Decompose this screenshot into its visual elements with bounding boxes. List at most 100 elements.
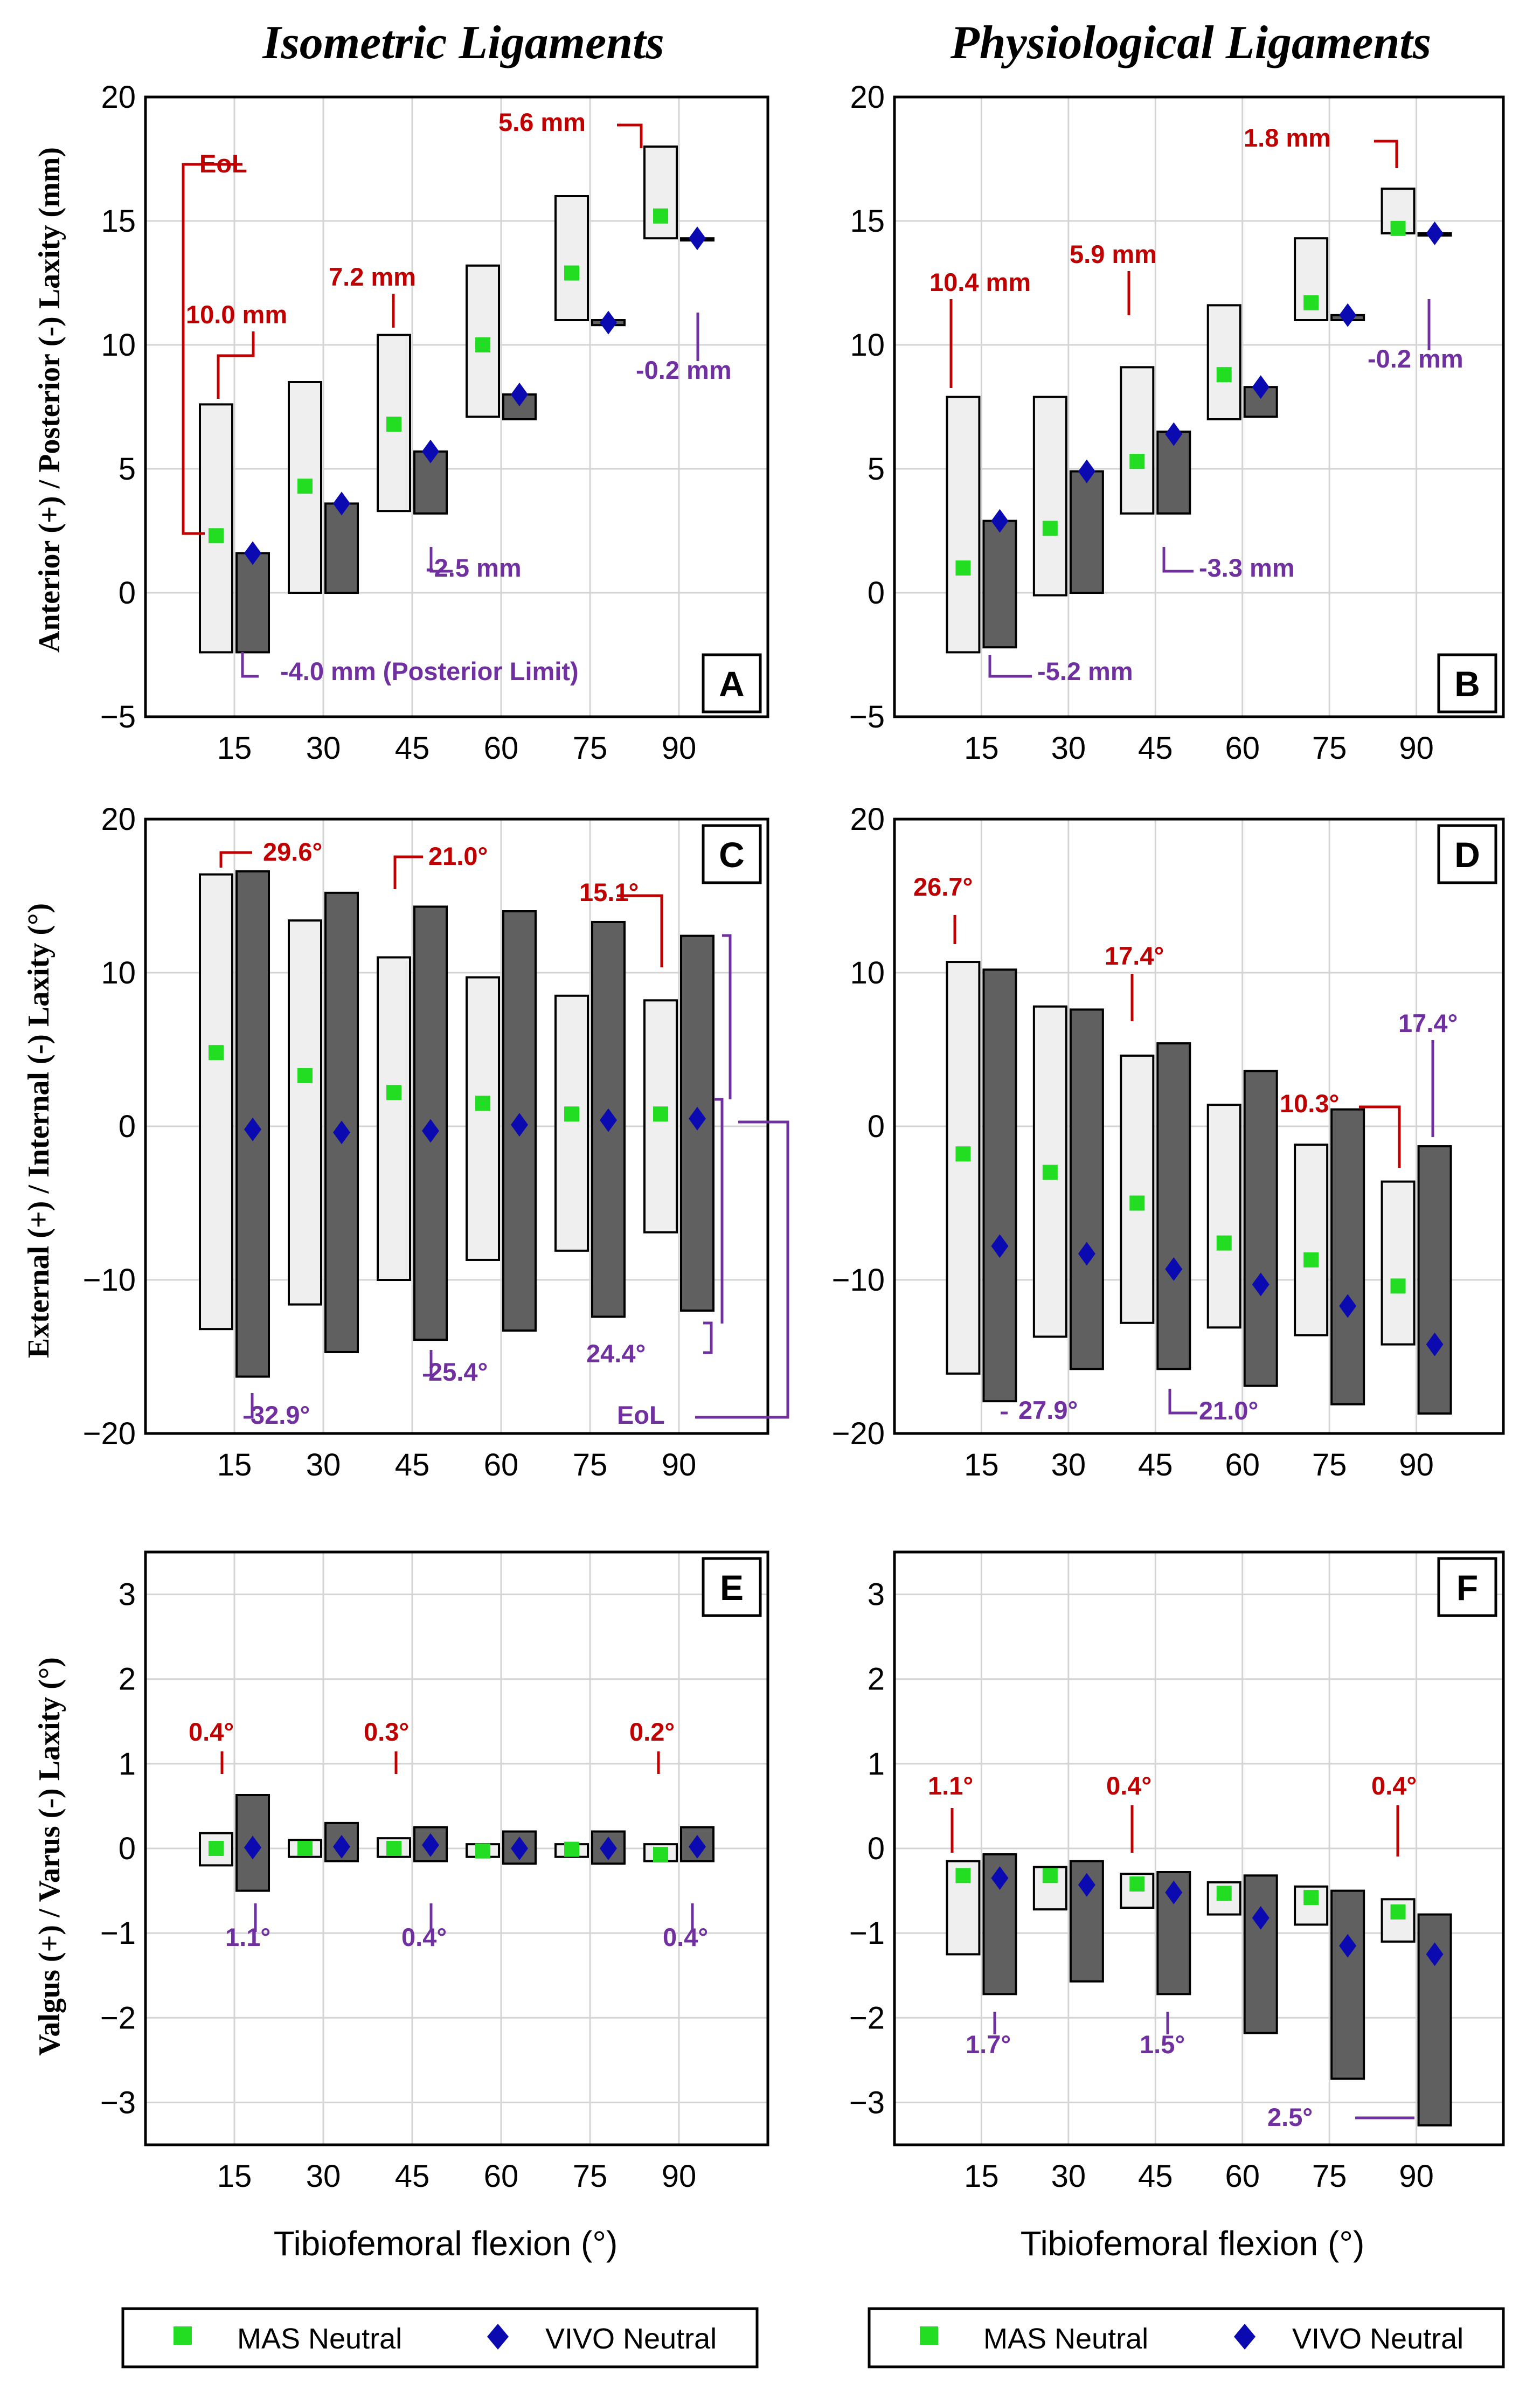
x-tick-label: 75 [1312,2159,1347,2194]
x-tick-label: 75 [573,731,608,766]
mas-range-bar [946,961,981,1375]
x-tick-label: 30 [306,731,341,766]
y-axis-label-row3: Valgus (+) / Varus (-) Laxity (°) [33,1657,66,2056]
vivo-neutral-marker [1252,375,1270,399]
column-title-physiological: Physiological Ligaments [950,17,1431,69]
mas-range-bar [946,396,981,654]
mas-neutral-marker [955,1146,971,1162]
mas-neutral-marker [653,1847,668,1862]
y-tick-label: −1 [849,1916,885,1951]
mas-neutral-marker [564,1841,579,1857]
y-tick-label: 15 [101,204,136,239]
y-tick-label: 0 [868,576,885,611]
vivo-neutral-marker [689,1834,706,1859]
vivo-neutral-marker [1426,1332,1444,1356]
mas-range-bar [1206,1104,1241,1329]
vivo-neutral-marker [511,1113,528,1137]
annotation-label: 24.4° [586,1339,646,1368]
panel-label-box [702,1557,762,1617]
mas-neutral-marker [209,528,224,544]
annotation-label: 1.1° [928,1771,973,1800]
annotation-label: 0.3° [364,1717,409,1746]
annotation-leader [182,163,242,535]
mas-range-bar [1381,1180,1416,1346]
annotation-label: EoL [617,1401,665,1429]
annotation-leader [617,123,643,148]
annotation-label: 32.9° [251,1401,310,1429]
y-tick-label: 0 [119,576,136,611]
panel-a: −5 0 5 10 15 20 15 30 45 60 75 90 A EoL 10.0 mm 7.2 mm 5… [100,80,769,766]
mas-range-bar [1294,237,1329,322]
annotation-leader [1359,1105,1401,1168]
mas-range-bar [199,873,233,1331]
mas-neutral-marker [1303,1252,1319,1267]
annotation-leader [695,1120,789,1419]
axis-frame [144,1550,769,2146]
mas-neutral-marker [955,560,971,576]
annotation-leader [429,547,453,573]
annotation-leader [1162,547,1194,573]
vivo-neutral-marker [1165,1257,1183,1281]
mas-neutral-marker [1390,1278,1406,1294]
y-tick-label: −20 [83,1416,136,1451]
x-tick-label: 75 [573,2159,608,2194]
mas-neutral-marker [1216,1886,1232,1901]
y-tick-label: −10 [832,1263,885,1298]
mas-neutral-marker [209,1045,224,1061]
annotation-label: 0.4° [663,1923,708,1951]
vivo-range-bar [982,968,1017,1403]
annotation-label: 15.1° [579,878,639,906]
x-tick-label: 15 [964,2159,999,2194]
legend-vivo-marker [487,2324,509,2350]
vivo-neutral-marker [689,226,706,251]
x-tick-label: 90 [662,1447,697,1483]
mas-neutral-marker [386,1841,401,1856]
mas-neutral-marker [386,417,401,432]
mas-neutral-marker [1390,220,1406,236]
y-tick-label: 0 [868,1109,885,1144]
x-tick-label: 45 [1138,731,1173,766]
x-tick-label: 45 [395,731,430,766]
y-axis-label-row2: External (+) / Internal (-) Laxity (°) [22,903,56,1358]
x-tick-label: 45 [395,2159,430,2194]
panel-label: D [1454,835,1480,875]
vivo-neutral-marker [1078,1242,1095,1266]
x-axis-label-f: Tibiofemoral flexion (°) [1021,2224,1365,2263]
annotation-leader [1168,1389,1197,1415]
annotation-leader [703,934,732,1354]
vivo-neutral-marker [511,383,528,406]
panel-e: −3 −2 −1 0 1 2 3 15 30 45 60 75 90 E 0.4° 0.3° 0.2° 1.1° 0… [100,1550,769,2194]
panel-label-box [702,653,762,713]
y-tick-label: −2 [849,2000,885,2035]
mas-neutral-marker [1303,1890,1319,1906]
x-axis-label-e: Tibiofemoral flexion (°) [274,2224,618,2263]
vivo-neutral-marker [422,439,439,463]
annotation-label: 29.6° [263,837,322,866]
mas-range-bar [466,976,500,1261]
annotation-label: -0.2 mm [1368,344,1463,373]
annotation-label: 0.4° [189,1717,234,1746]
annotation-leader [244,1393,254,1419]
x-tick-label: 30 [1051,1447,1086,1483]
x-tick-label: 45 [395,1447,430,1483]
vivo-neutral-marker [333,1120,350,1145]
y-tick-label: 20 [101,802,136,837]
y-tick-label: 2 [868,1662,885,1697]
mas-range-bar [1032,396,1067,597]
x-tick-label: 60 [484,731,519,766]
y-tick-label: 10 [101,955,136,990]
y-tick-label: 5 [868,452,885,487]
annotation-label: 5.6 mm [498,108,586,136]
x-tick-label: 45 [1138,2159,1173,2194]
x-tick-label: 75 [573,1447,608,1483]
x-tick-label: 15 [217,2159,252,2194]
x-tick-label: 75 [1312,1447,1347,1483]
vivo-neutral-marker [1252,1906,1270,1930]
vivo-neutral-marker [689,1106,706,1131]
annotation-label: 25.4° [428,1357,488,1386]
vivo-neutral-marker [600,1108,617,1132]
annotation-label: 10.3° [1280,1089,1339,1118]
y-tick-label: 1 [119,1747,136,1782]
mas-neutral-marker [653,1106,668,1122]
x-tick-label: 15 [217,1447,252,1483]
